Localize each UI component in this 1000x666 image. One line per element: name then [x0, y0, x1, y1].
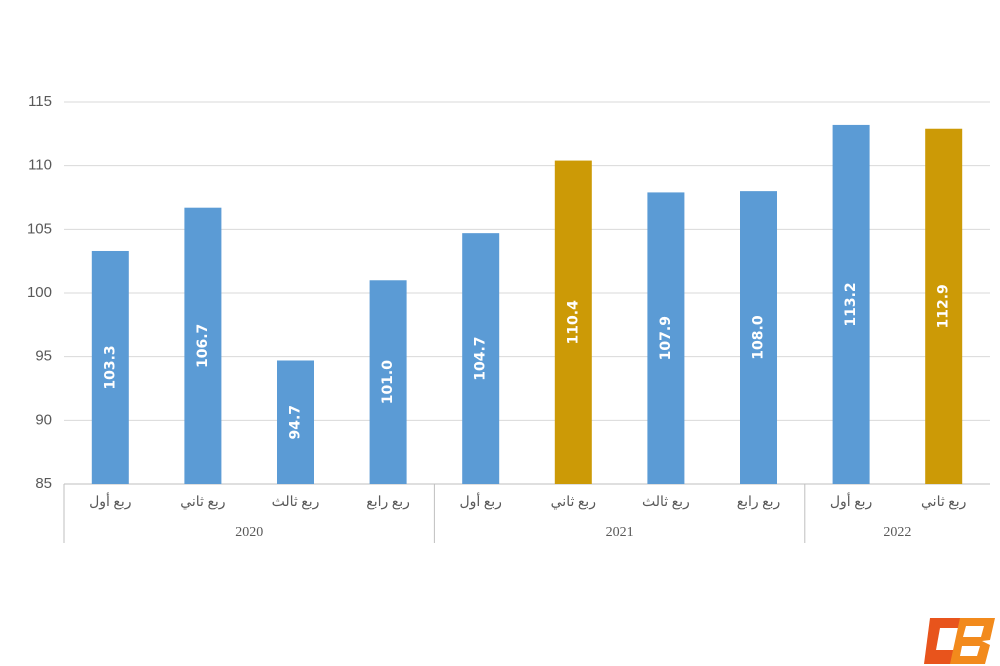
- y-tick-label: 110: [28, 157, 52, 174]
- bar: [184, 207, 222, 485]
- value-label: 106.7: [195, 324, 211, 368]
- bar: [647, 192, 685, 484]
- bar: [369, 280, 407, 484]
- y-tick-label: 100: [27, 284, 52, 301]
- value-label: 103.3: [102, 345, 118, 389]
- value-label: 112.9: [936, 284, 952, 328]
- x-tick-label: ربع رابع: [737, 495, 781, 510]
- x-tick-label: ربع أول: [459, 491, 501, 510]
- y-tick-label: 105: [27, 220, 52, 237]
- y-tick-label: 85: [35, 475, 52, 492]
- bar: [740, 191, 777, 484]
- value-label: 107.9: [658, 316, 674, 360]
- x-tick-label: ربع ثالث: [642, 495, 690, 510]
- value-label: 110.4: [565, 300, 581, 345]
- x-tick-label: ربع ثاني: [921, 495, 966, 510]
- bar: [462, 233, 500, 484]
- bar: [925, 128, 963, 485]
- group-label: 2021: [606, 525, 634, 540]
- logo: [924, 618, 995, 664]
- bar: [91, 250, 129, 484]
- value-label: 101.0: [380, 360, 396, 405]
- x-tick-label: ربع أول: [830, 491, 872, 510]
- value-label: 104.7: [473, 336, 489, 380]
- value-label: 113.2: [843, 282, 859, 326]
- value-label: 94.7: [288, 405, 304, 440]
- value-label: 108.0: [751, 315, 767, 360]
- x-tick-label: ربع ثاني: [551, 495, 596, 510]
- x-tick-label: ربع أول: [89, 491, 131, 510]
- bar: [554, 160, 592, 484]
- y-tick-label: 95: [35, 348, 52, 365]
- x-tick-label: ربع ثالث: [272, 495, 320, 510]
- bar: [277, 360, 314, 484]
- x-tick-label: ربع ثاني: [180, 495, 225, 510]
- group-label: 2020: [235, 525, 263, 540]
- group-label: 2022: [883, 525, 911, 540]
- x-tick-label: ربع رابع: [366, 495, 410, 510]
- y-tick-label: 90: [35, 411, 52, 428]
- bar: [832, 124, 870, 485]
- y-tick-label: 115: [28, 93, 52, 110]
